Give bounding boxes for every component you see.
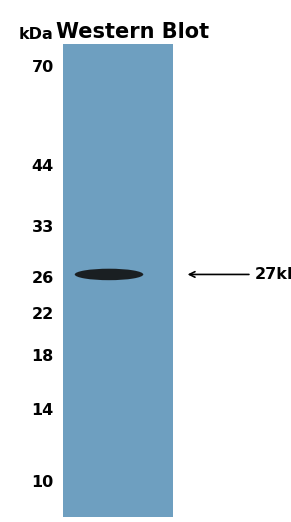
- Text: 18: 18: [32, 349, 54, 364]
- Text: 22: 22: [32, 306, 54, 322]
- Text: 70: 70: [32, 60, 54, 75]
- Bar: [63, 44, 173, 517]
- Text: Western Blot: Western Blot: [56, 22, 209, 42]
- Text: 27kDa: 27kDa: [255, 267, 291, 282]
- Text: 14: 14: [32, 403, 54, 418]
- Text: kDa: kDa: [19, 27, 54, 42]
- Text: 10: 10: [32, 474, 54, 490]
- Ellipse shape: [75, 269, 143, 280]
- Text: 26: 26: [32, 271, 54, 286]
- Text: 44: 44: [32, 159, 54, 174]
- Text: 33: 33: [32, 220, 54, 235]
